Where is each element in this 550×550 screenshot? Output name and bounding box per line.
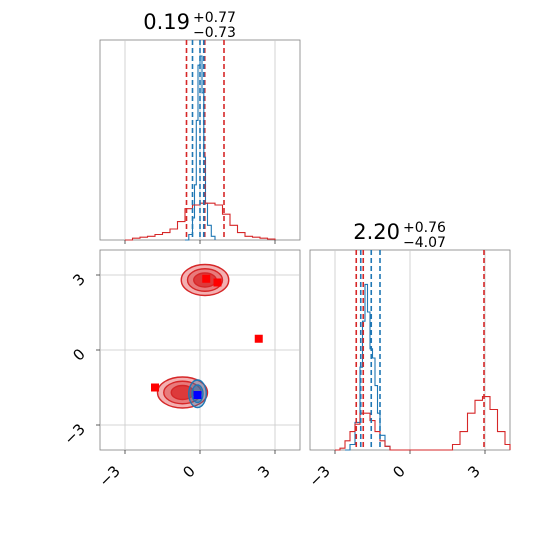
red-marker [213,278,222,287]
title-param1-minus: −4.07 [403,235,446,251]
joint-panel-ytick-label: 0 [69,345,88,364]
title-param1-plus: +0.76 [403,220,446,236]
title-param0-value: 0.19 [143,10,190,34]
title-param1: 2.20 +0.76−4.07 [353,220,446,251]
hist-panel-param1-xtick-label: −3 [305,462,333,490]
title-param0-minus: −0.73 [193,25,236,41]
joint-panel-xtick-label: −3 [95,462,123,490]
title-param0-plus: +0.77 [193,10,236,26]
hist-red-param1 [335,396,511,451]
title-param1-value: 2.20 [353,220,400,244]
red-marker [254,334,263,343]
red-marker [202,274,211,283]
hist-panel-param1-xtick-label: 0 [389,462,408,481]
hist-blue-param1 [345,283,391,451]
red-marker [151,383,159,392]
joint-panel-xtick-label: 0 [179,462,198,481]
title-param0: 0.19 +0.77−0.73 [143,10,236,41]
hist-panel-param1-xtick-label: 3 [464,462,483,481]
joint-panel-ytick-label: −3 [60,420,88,448]
joint-panel-ytick-label: 3 [69,270,88,289]
joint-panel-xtick-label: 3 [254,462,273,481]
blue-marker [193,391,202,399]
